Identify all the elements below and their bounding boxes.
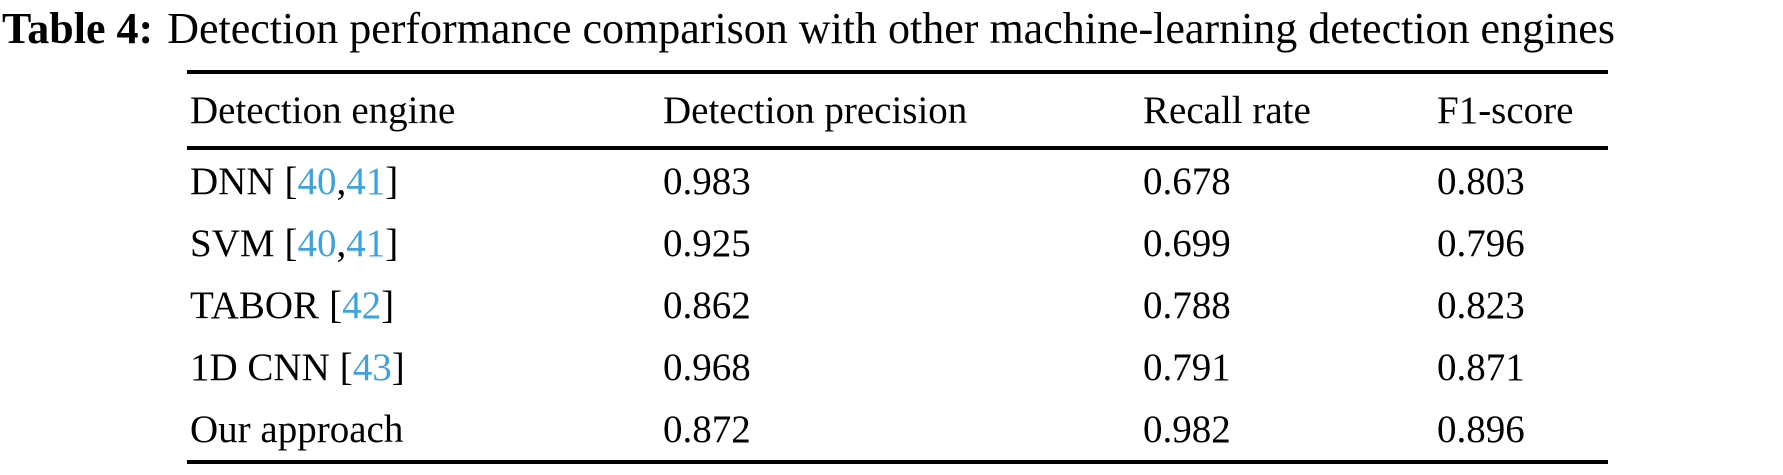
column-header-precision: Detection precision <box>663 88 968 132</box>
bottom-rule <box>187 460 1608 464</box>
citation-group: [40,41] <box>285 222 399 265</box>
table-caption: Table 4: Detection performance comparison… <box>2 4 1783 54</box>
recall-value: 0.699 <box>1143 221 1231 265</box>
engine-cell: Our approach <box>187 407 660 452</box>
citation-link[interactable]: 41 <box>346 221 386 265</box>
precision-value: 0.862 <box>663 283 751 327</box>
citation-comma: , <box>336 159 347 203</box>
citation-bracket-open: [ <box>284 221 298 265</box>
citation-bracket-open: [ <box>339 345 353 389</box>
f1-value: 0.796 <box>1437 221 1525 265</box>
engine-name: SVM <box>190 221 275 265</box>
f1-value: 0.871 <box>1437 345 1525 389</box>
engine-name: 1D CNN <box>190 345 330 389</box>
top-rule <box>187 70 1608 74</box>
recall-value: 0.791 <box>1143 345 1231 389</box>
citation-comma: , <box>336 221 347 265</box>
engine-name: TABOR <box>190 283 320 327</box>
table-row: TABOR [42] 0.862 0.788 0.823 <box>187 274 1608 336</box>
citation-group: [40,41] <box>285 160 399 203</box>
citation-link[interactable]: 42 <box>342 283 382 327</box>
citation-link[interactable]: 40 <box>297 159 337 203</box>
table-row: 1D CNN [43] 0.968 0.791 0.871 <box>187 336 1608 398</box>
column-header-engine: Detection engine <box>190 88 456 132</box>
citation-bracket-close: ] <box>391 345 405 389</box>
header-rule <box>187 146 1608 150</box>
table-row: DNN [40,41] 0.983 0.678 0.803 <box>187 150 1608 212</box>
citation-bracket-close: ] <box>385 221 399 265</box>
citation-link[interactable]: 40 <box>297 221 337 265</box>
recall-value: 0.678 <box>1143 159 1231 203</box>
f1-value: 0.823 <box>1437 283 1525 327</box>
citation-bracket-open: [ <box>329 283 343 327</box>
precision-value: 0.872 <box>663 407 751 451</box>
recall-value: 0.982 <box>1143 407 1231 451</box>
engine-name: DNN <box>190 159 275 203</box>
engine-cell: DNN [40,41] <box>187 159 660 204</box>
caption-text: Detection performance comparison with ot… <box>167 4 1615 53</box>
engine-name: Our approach <box>190 407 404 451</box>
f1-value: 0.896 <box>1437 407 1525 451</box>
table-row: Our approach 0.872 0.982 0.896 <box>187 398 1608 460</box>
engine-cell: TABOR [42] <box>187 283 660 328</box>
citation-bracket-close: ] <box>385 159 399 203</box>
precision-value: 0.925 <box>663 221 751 265</box>
precision-value: 0.983 <box>663 159 751 203</box>
engine-cell: SVM [40,41] <box>187 221 660 266</box>
header-row: Detection engine Detection precision Rec… <box>187 74 1608 146</box>
column-header-recall: Recall rate <box>1143 88 1311 132</box>
column-header-f1: F1-score <box>1437 88 1574 132</box>
caption-label: Table 4: <box>2 4 154 53</box>
citation-group: [43] <box>340 346 405 389</box>
citation-bracket-close: ] <box>381 283 395 327</box>
results-table: Detection engine Detection precision Rec… <box>187 70 1608 464</box>
f1-value: 0.803 <box>1437 159 1525 203</box>
citation-group: [42] <box>329 284 394 327</box>
citation-bracket-open: [ <box>284 159 298 203</box>
engine-cell: 1D CNN [43] <box>187 345 660 390</box>
precision-value: 0.968 <box>663 345 751 389</box>
citation-link[interactable]: 41 <box>346 159 386 203</box>
citation-link[interactable]: 43 <box>352 345 392 389</box>
table-row: SVM [40,41] 0.925 0.699 0.796 <box>187 212 1608 274</box>
recall-value: 0.788 <box>1143 283 1231 327</box>
